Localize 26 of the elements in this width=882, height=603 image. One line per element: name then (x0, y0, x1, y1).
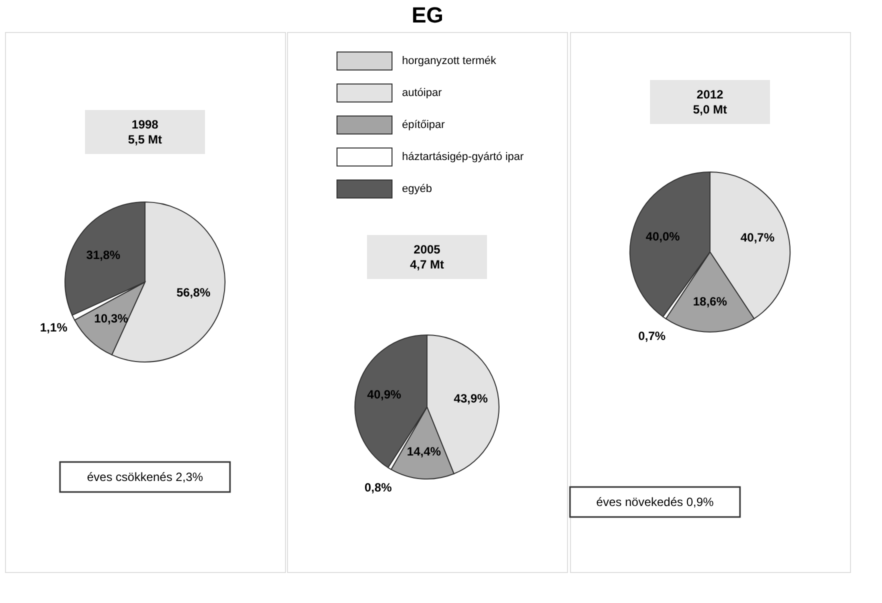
text: EG (412, 2, 444, 28)
legend-label: autóipar (402, 87, 442, 99)
data-label: 40,7% (740, 230, 775, 245)
data-label: 18,6% (692, 294, 728, 309)
data-label: 10,3% (94, 311, 128, 326)
legend-label: egyéb (402, 183, 432, 195)
legend-label: horganyzott termék (402, 55, 497, 67)
data-label: 31,8% (86, 248, 121, 262)
legend-label: háztartásigép-gyártó ipar (402, 151, 524, 163)
chart-subtitle: 4,7 Mt (410, 258, 444, 272)
legend-label: építőipar (402, 119, 446, 131)
data-label: 0,7% (638, 328, 666, 343)
data-label: 0,8% (364, 480, 392, 494)
text: éves csökkenés 2,3% (86, 470, 204, 484)
text: éves növekedés 0,9% (596, 495, 714, 509)
data-label: 56,8% (176, 286, 211, 300)
chart-subtitle: 5,0 Mt (692, 102, 728, 116)
data-label: 40,0% (646, 230, 680, 244)
text: 5,5 Mt (128, 132, 162, 146)
data-label: 14,4% (406, 444, 442, 459)
chart-title: 2012 (696, 88, 724, 102)
chart-title: 2005 (414, 242, 441, 256)
data-label: 43,9% (454, 392, 488, 406)
data-label: 40,9% (367, 387, 402, 402)
text: 1998 (132, 118, 159, 132)
data-label: 1,1% (40, 320, 68, 334)
